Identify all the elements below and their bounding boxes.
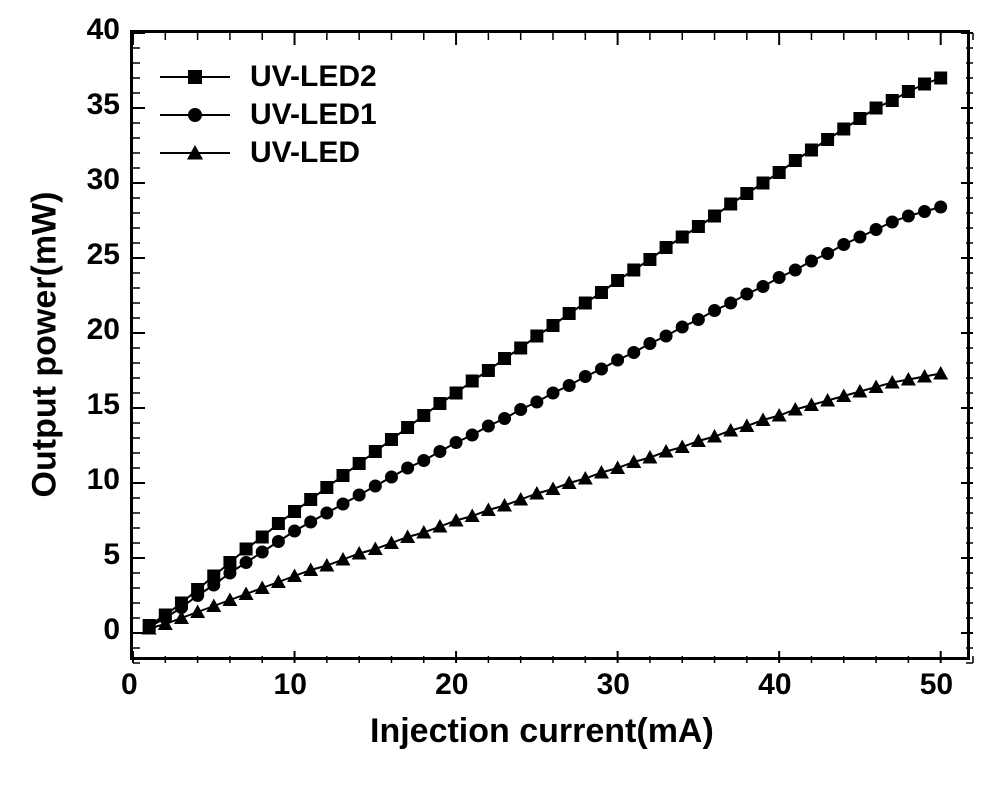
legend-label: UV-LED2 xyxy=(250,60,377,94)
y-tick-label: 25 xyxy=(60,238,120,272)
legend-label: UV-LED xyxy=(250,136,360,170)
x-tick-label: 40 xyxy=(758,668,791,702)
x-axis-label: Injection current(mA) xyxy=(370,712,714,751)
legend: UV-LED2 UV-LED1 UV-LED xyxy=(150,60,377,174)
x-tick-label: 30 xyxy=(597,668,630,702)
legend-item: UV-LED1 xyxy=(150,98,377,132)
legend-item: UV-LED xyxy=(150,136,377,170)
y-tick-label: 30 xyxy=(60,163,120,197)
y-tick-label: 20 xyxy=(60,313,120,347)
legend-marker-triangle-icon xyxy=(150,141,240,165)
x-tick-label: 50 xyxy=(920,668,953,702)
chart-container: Output power(mW) Injection current(mA) U… xyxy=(0,0,1000,801)
y-axis-label: Output power(mW) xyxy=(26,185,65,505)
y-tick-label: 0 xyxy=(60,613,120,647)
x-tick-label: 10 xyxy=(274,668,307,702)
y-tick-label: 35 xyxy=(60,88,120,122)
x-tick-label: 20 xyxy=(435,668,468,702)
legend-label: UV-LED1 xyxy=(250,98,377,132)
legend-marker-square-icon xyxy=(150,65,240,89)
y-tick-label: 10 xyxy=(60,463,120,497)
y-tick-label: 15 xyxy=(60,388,120,422)
y-tick-label: 40 xyxy=(60,13,120,47)
x-tick-label: 0 xyxy=(121,668,138,702)
y-tick-label: 5 xyxy=(60,538,120,572)
legend-marker-circle-icon xyxy=(150,103,240,127)
legend-item: UV-LED2 xyxy=(150,60,377,94)
